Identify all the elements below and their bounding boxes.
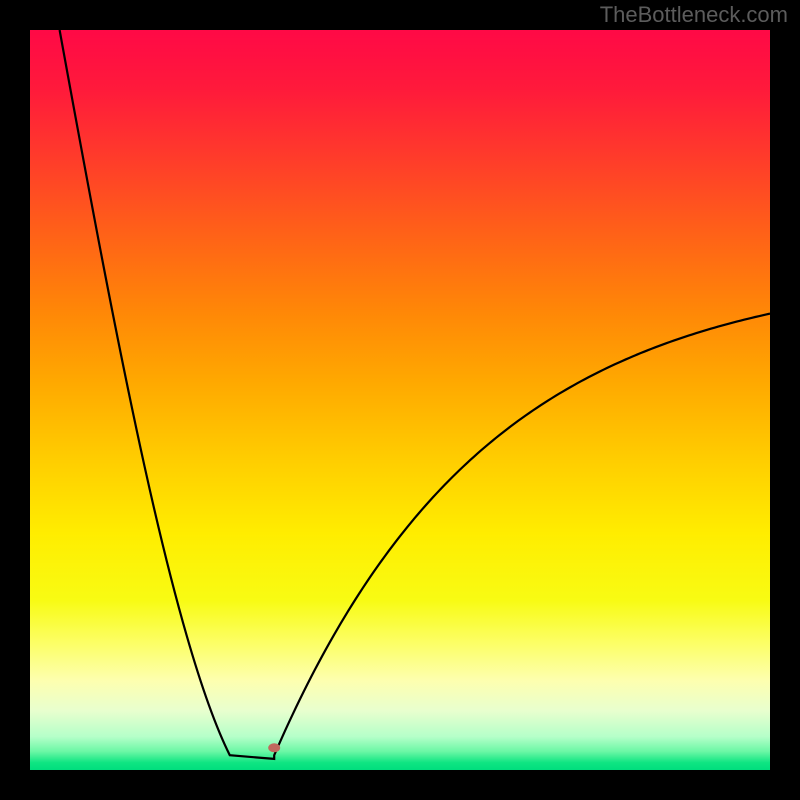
- watermark-text: TheBottleneck.com: [600, 2, 788, 28]
- chart-frame: TheBottleneck.com: [0, 0, 800, 800]
- bottleneck-chart: [0, 0, 800, 800]
